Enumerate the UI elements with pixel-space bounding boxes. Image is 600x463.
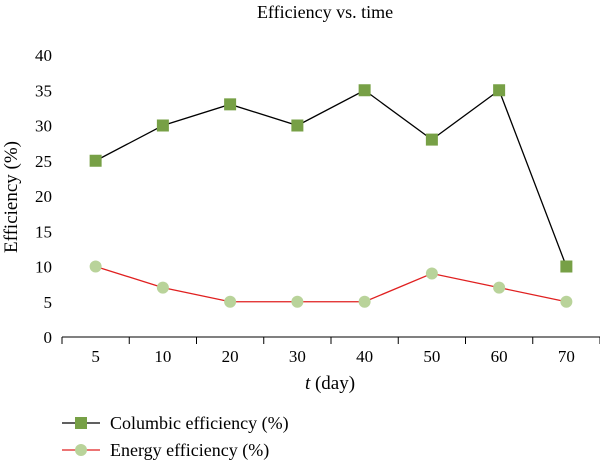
y-tick-label: 35 (35, 81, 52, 100)
series-0-line (95, 89, 567, 267)
legend-item-energy: Energy efficiency (%) (62, 440, 269, 461)
series-1-point (425, 267, 438, 280)
legend: Columbic efficiency (%) Energy efficienc… (62, 413, 289, 461)
series-1-line (95, 265, 567, 303)
series-0-point (291, 119, 304, 132)
y-tick-label: 40 (35, 46, 52, 65)
x-tick-label: 20 (222, 347, 239, 366)
chart-title: Efficiency vs. time (257, 2, 393, 22)
series-0-point (560, 260, 573, 273)
axes (61, 336, 600, 344)
y-tick-label: 10 (35, 258, 52, 277)
y-axis-title: Efficiency (%) (1, 141, 22, 253)
x-axis-title-unit: (day) (310, 373, 355, 394)
legend-energy-label: Energy efficiency (%) (110, 440, 269, 461)
y-tick-label: 5 (44, 293, 53, 312)
y-tick-label: 30 (35, 117, 52, 136)
series-1-point (156, 281, 169, 294)
series-1-point (89, 260, 102, 273)
series-0-point (156, 119, 169, 132)
x-tick-label: 50 (423, 347, 440, 366)
x-tick-label: 10 (154, 347, 171, 366)
x-tick-label: 70 (558, 347, 575, 366)
y-tick-label: 20 (35, 187, 52, 206)
series-0-point (425, 133, 438, 146)
series-1-point (493, 281, 506, 294)
x-axis-title: t (day) (305, 373, 355, 394)
x-tick-label: 40 (356, 347, 373, 366)
series-0-point (224, 98, 237, 111)
y-tick-label: 0 (44, 328, 53, 347)
y-tick-labels: 0 5 10 15 20 25 30 35 40 (35, 46, 52, 347)
legend-energy-marker (75, 444, 87, 456)
series-0-point (493, 84, 506, 97)
x-tick-label: 60 (491, 347, 508, 366)
y-tick-label: 15 (35, 222, 52, 241)
x-axis-title-variable: t (305, 373, 311, 394)
series-1-point (560, 295, 573, 308)
series-0-point (358, 84, 371, 97)
legend-item-columbic: Columbic efficiency (%) (62, 413, 289, 434)
series-1-point (224, 295, 237, 308)
series-1-point (291, 295, 304, 308)
x-tick-label: 30 (289, 347, 306, 366)
x-tick-labels: 5 10 20 30 40 50 60 70 (91, 347, 575, 366)
y-tick-label: 25 (35, 152, 52, 171)
plot-area (89, 84, 573, 308)
x-tick-label: 5 (91, 347, 100, 366)
legend-columbic-marker (75, 417, 87, 429)
legend-columbic-label: Columbic efficiency (%) (110, 413, 289, 434)
series-0-point (89, 154, 102, 167)
series-1-point (358, 295, 371, 308)
